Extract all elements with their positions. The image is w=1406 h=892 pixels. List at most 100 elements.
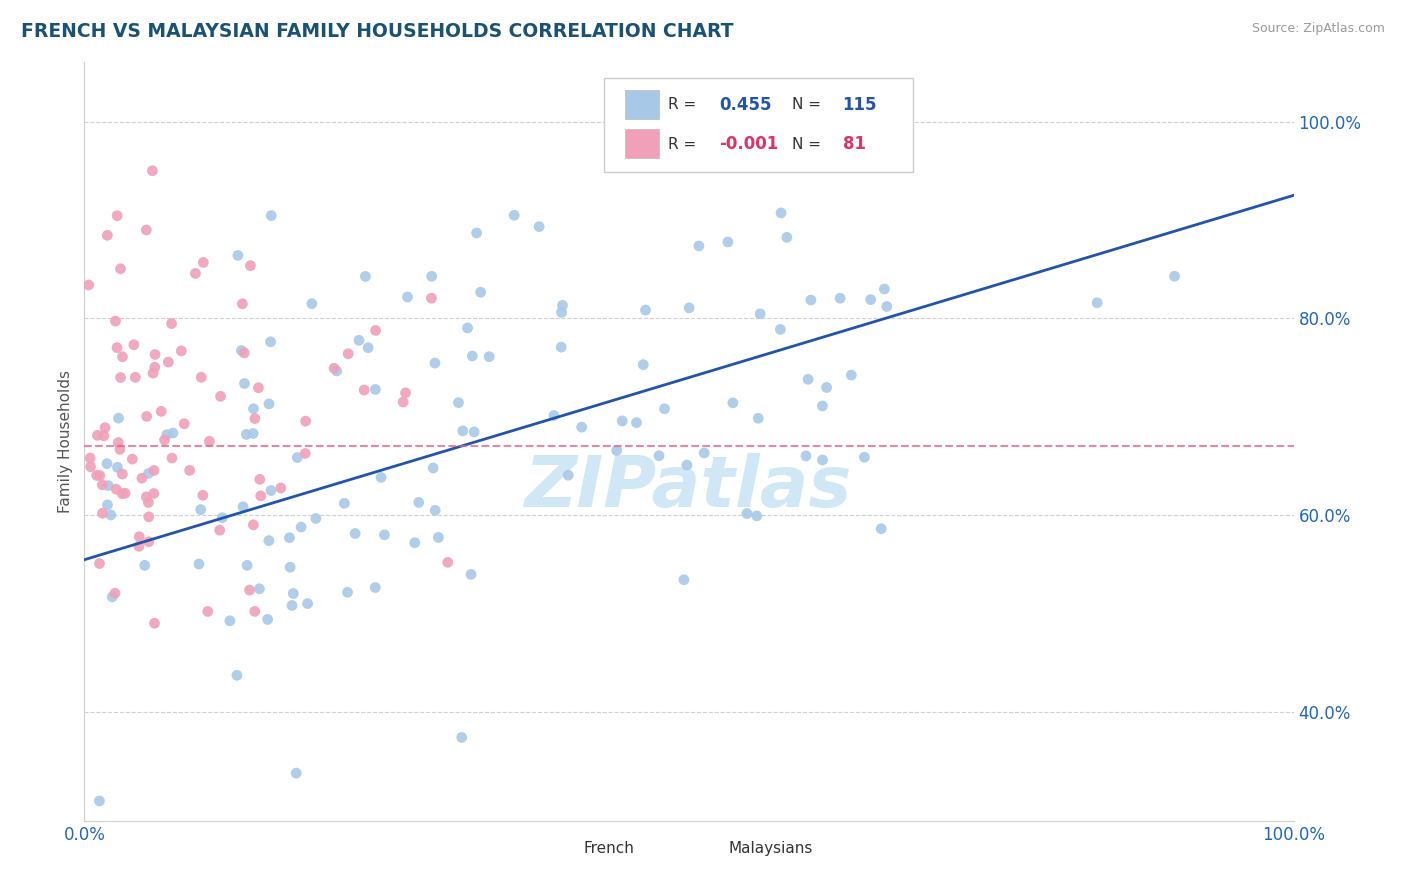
Point: [260, 483, 283, 498]
Point: [143, 616, 166, 631]
Point: [770, 206, 793, 220]
Point: [231, 297, 253, 311]
Point: [811, 399, 834, 413]
Point: [79, 459, 101, 474]
Point: [111, 467, 134, 481]
Point: [239, 259, 262, 273]
Point: [396, 290, 419, 304]
Point: [745, 508, 768, 523]
Point: [160, 317, 183, 331]
Point: [830, 291, 852, 305]
Point: [131, 471, 153, 485]
Point: [626, 416, 648, 430]
Point: [179, 463, 201, 477]
Point: [197, 604, 219, 618]
Text: R =: R =: [668, 97, 702, 112]
Point: [97, 478, 120, 492]
Text: 115: 115: [842, 96, 877, 114]
Point: [142, 486, 165, 500]
Point: [134, 558, 156, 573]
Point: [122, 338, 145, 352]
Point: [876, 300, 898, 314]
Text: Malaysians: Malaysians: [728, 841, 813, 856]
Point: [243, 604, 266, 618]
Point: [142, 366, 165, 380]
Point: [717, 235, 740, 249]
Point: [108, 442, 131, 457]
Point: [138, 534, 160, 549]
Text: ZIPatlas: ZIPatlas: [526, 452, 852, 522]
Point: [135, 490, 157, 504]
Point: [242, 401, 264, 416]
Point: [693, 446, 716, 460]
Point: [107, 460, 129, 475]
Text: R =: R =: [668, 136, 702, 152]
Point: [370, 470, 392, 484]
Point: [648, 449, 671, 463]
Point: [550, 305, 572, 319]
Point: [89, 794, 111, 808]
Point: [747, 411, 769, 425]
Point: [551, 298, 574, 312]
Text: N =: N =: [792, 97, 825, 112]
Point: [853, 450, 876, 465]
Point: [153, 433, 176, 447]
Point: [143, 360, 166, 375]
Point: [735, 507, 758, 521]
Point: [141, 163, 163, 178]
Point: [557, 468, 579, 483]
Point: [451, 424, 474, 438]
Point: [157, 355, 180, 369]
Point: [124, 370, 146, 384]
Point: [797, 372, 820, 386]
Point: [138, 509, 160, 524]
Point: [815, 380, 838, 394]
Point: [749, 307, 772, 321]
Point: [373, 528, 395, 542]
Point: [249, 582, 271, 596]
Y-axis label: Family Households: Family Households: [58, 370, 73, 513]
Point: [156, 427, 179, 442]
Point: [392, 395, 415, 409]
Point: [105, 209, 128, 223]
Point: [839, 368, 862, 383]
Bar: [689, 839, 720, 858]
Point: [93, 429, 115, 443]
Point: [236, 558, 259, 573]
Point: [672, 573, 695, 587]
Point: [138, 495, 160, 509]
Point: [231, 343, 253, 358]
Point: [283, 586, 305, 600]
Point: [121, 452, 143, 467]
Point: [170, 343, 193, 358]
Point: [285, 450, 308, 465]
Point: [107, 435, 129, 450]
Point: [278, 560, 301, 574]
Point: [294, 414, 316, 428]
Point: [235, 427, 257, 442]
Point: [211, 510, 233, 524]
Point: [104, 314, 127, 328]
FancyBboxPatch shape: [605, 78, 912, 172]
Point: [478, 350, 501, 364]
Text: FRENCH VS MALAYSIAN FAMILY HOUSEHOLDS CORRELATION CHART: FRENCH VS MALAYSIAN FAMILY HOUSEHOLDS CO…: [21, 22, 734, 41]
Text: Source: ZipAtlas.com: Source: ZipAtlas.com: [1251, 22, 1385, 36]
Point: [249, 472, 271, 486]
Point: [242, 517, 264, 532]
Point: [634, 303, 657, 318]
Point: [143, 347, 166, 361]
Point: [111, 350, 134, 364]
Point: [290, 520, 312, 534]
Point: [135, 409, 157, 424]
Point: [1163, 269, 1185, 284]
Point: [160, 451, 183, 466]
Point: [188, 557, 211, 571]
Point: [86, 428, 108, 442]
Point: [232, 500, 254, 514]
Point: [811, 453, 834, 467]
Point: [460, 567, 482, 582]
Point: [190, 370, 212, 384]
Point: [257, 533, 280, 548]
Point: [364, 323, 387, 337]
Point: [344, 526, 367, 541]
